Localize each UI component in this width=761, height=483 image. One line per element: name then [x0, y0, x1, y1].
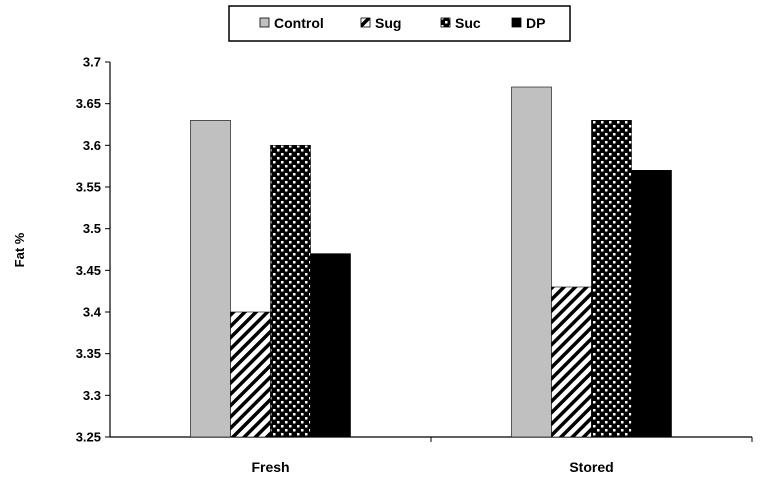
y-tick-label: 3.25 — [76, 430, 101, 445]
y-tick-label: 3.45 — [76, 263, 101, 278]
bar-dp-fresh — [310, 253, 351, 438]
bar-suc-stored — [591, 120, 632, 438]
legend-label-dp: DP — [526, 15, 545, 31]
y-axis-title: Fat % — [12, 232, 27, 267]
x-category-label: Stored — [569, 459, 613, 475]
bar-control-fresh — [190, 120, 231, 438]
legend: Control Sug Suc DP — [228, 5, 571, 42]
y-tick-label: 3.55 — [76, 180, 101, 195]
legend-label-sug: Sug — [375, 15, 401, 31]
bar-dp-stored — [631, 170, 672, 438]
bar-sug-stored — [551, 286, 592, 438]
plot-area: 3.25 3.3 3.35 3.4 3.45 3.5 3.55 3.6 3.65 3.7 Fresh… — [76, 55, 753, 475]
legend-label-control: Control — [274, 15, 324, 31]
legend-swatch-dp — [511, 17, 522, 28]
y-tick-label: 3.4 — [83, 305, 102, 320]
y-tick-label: 3.3 — [83, 388, 101, 403]
y-axis-title-group: Fat % — [12, 232, 27, 267]
y-tick-label: 3.5 — [83, 221, 101, 236]
y-tick-label: 3.7 — [83, 55, 101, 70]
y-tick-label: 3.6 — [83, 138, 101, 153]
legend-label-suc: Suc — [455, 15, 481, 31]
bar-sug-fresh — [230, 311, 271, 438]
x-category-label: Fresh — [251, 459, 289, 475]
y-tick-label: 3.65 — [76, 96, 101, 111]
bar-control-stored — [511, 86, 552, 438]
bar-suc-fresh — [270, 145, 311, 438]
legend-swatch-control — [259, 17, 270, 28]
y-tick-label: 3.35 — [76, 346, 101, 361]
legend-swatch-sug — [360, 17, 371, 28]
legend-swatch-suc — [440, 17, 451, 28]
